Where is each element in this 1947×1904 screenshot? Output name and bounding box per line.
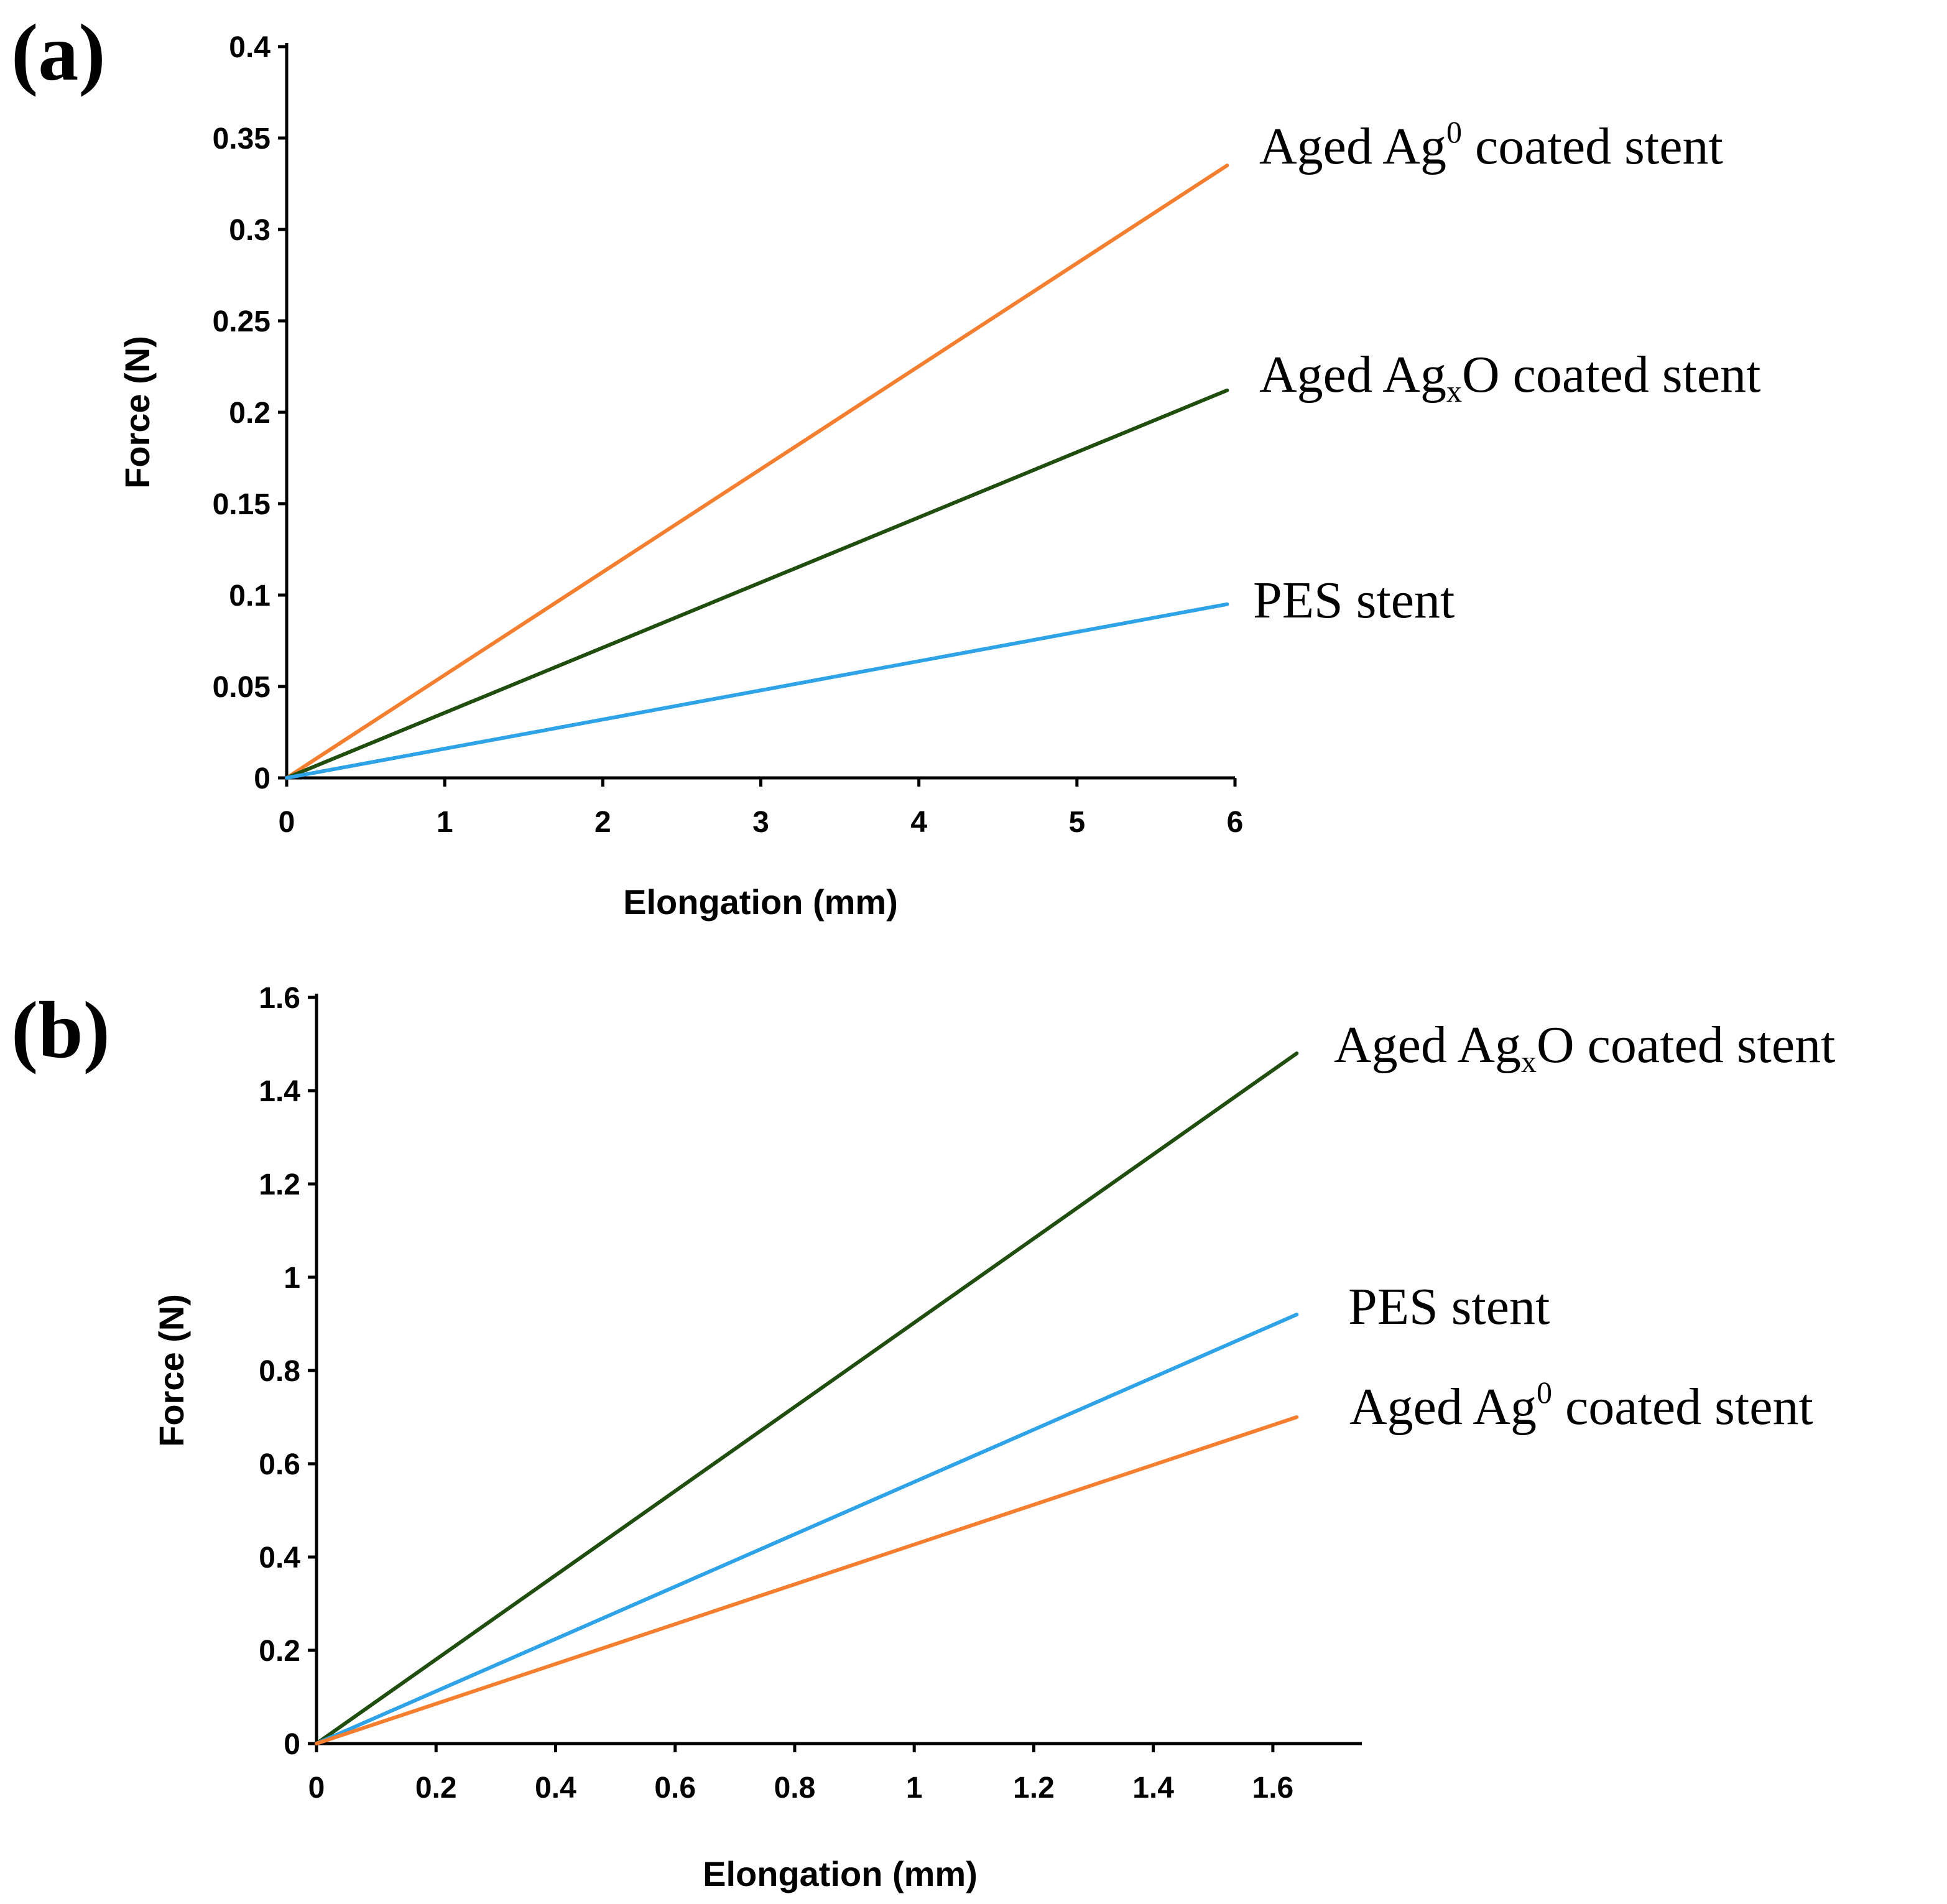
series-label-text: Aged Ag [1259, 346, 1446, 404]
y-tick-label: 0.3 [229, 214, 271, 247]
x-tick-label: 2 [594, 806, 611, 839]
y-axis-title: Force (N) [118, 336, 157, 489]
y-tick-label: 1.6 [259, 982, 300, 1015]
x-tick-label: 0.2 [415, 1772, 457, 1805]
x-tick-label: 0.4 [535, 1772, 576, 1805]
y-tick-label: 0.2 [259, 1635, 300, 1668]
y-tick-label: 0.8 [259, 1355, 300, 1388]
y-tick-label: 0.4 [259, 1541, 300, 1574]
x-tick-label: 3 [752, 806, 769, 839]
chart-panel-b: (b) 0 0.2 0.4 0.6 0.8 1 1.2 1.4 1.6 0 0.2 0.4 0.6 0.8 1… [11, 982, 1835, 1893]
chart-panel-a: (a) 0 0.05 0.1 0.15 0.2 0.25 0.3 0.35 0.4 0 1 2 3 4 5 6 E… [11, 8, 1760, 922]
series-line-aged-agxo-coated-stent [315, 1051, 1299, 1745]
y-tick-label: 0.05 [213, 671, 271, 704]
series-line-aged-agxo-coated-stent [285, 388, 1229, 780]
series-label-rest: O coated stent [1462, 346, 1761, 404]
x-tick-label: 1.6 [1252, 1772, 1294, 1805]
series-label-aged-ag0-coated-stent: Aged Ag0 coated stent [1349, 1375, 1813, 1436]
x-axis-title: Elongation (mm) [623, 882, 898, 922]
x-tick-label: 1 [906, 1772, 923, 1805]
series-label-aged-agxo-coated-stent: Aged AgxO coated stent [1334, 1016, 1835, 1079]
series-label-aged-agxo-coated-stent: Aged AgxO coated stent [1259, 346, 1760, 409]
x-tick-label: 5 [1068, 806, 1085, 839]
series-label-script: x [1446, 374, 1462, 409]
series-label-pes-stent: PES stent [1348, 1278, 1550, 1336]
series-line-aged-ag0-coated-stent [285, 164, 1229, 780]
series-line-aged-ag0-coated-stent [315, 1415, 1299, 1745]
y-tick-label: 1.2 [259, 1168, 300, 1201]
series-label-pes-stent: PES stent [1253, 571, 1454, 629]
x-tick-label: 1.4 [1132, 1772, 1174, 1805]
series-line-pes-stent [285, 602, 1229, 780]
x-tick-label: 6 [1227, 806, 1244, 839]
series-label-text: Aged Ag [1259, 118, 1446, 175]
x-tick-label: 0.8 [774, 1772, 816, 1805]
series-label-rest: coated stent [1552, 1378, 1813, 1436]
x-tick-label: 4 [910, 806, 927, 839]
series-label-script: 0 [1537, 1375, 1552, 1410]
y-tick-label: 1 [284, 1262, 300, 1295]
panel-label: (a) [11, 8, 106, 98]
y-tick-label: 0.15 [213, 488, 271, 521]
series-label-script: x [1521, 1044, 1537, 1079]
x-axis-title: Elongation (mm) [703, 1854, 978, 1893]
series-line-pes-stent [315, 1313, 1299, 1745]
y-tick-label: 0.1 [229, 580, 271, 612]
y-tick-label: 0.25 [213, 305, 271, 338]
x-tick-label: 0.6 [654, 1772, 696, 1805]
series-label-aged-ag0-coated-stent: Aged Ag0 coated stent [1259, 114, 1723, 175]
series-label-rest: coated stent [1462, 118, 1723, 175]
series-label-text: Aged Ag [1334, 1016, 1521, 1074]
series-label-text: Aged Ag [1349, 1378, 1537, 1436]
y-axis-title: Force (N) [152, 1294, 191, 1447]
series-label-text: PES stent [1253, 571, 1454, 629]
series-label-rest: O coated stent [1537, 1016, 1836, 1074]
y-tick-label: 0.6 [259, 1448, 300, 1481]
y-tick-label: 0.4 [229, 31, 271, 64]
y-tick-label: 0.2 [229, 397, 271, 430]
y-tick-label: 0 [254, 762, 271, 795]
x-tick-label: 0 [308, 1772, 325, 1805]
panel-label: (b) [11, 986, 110, 1075]
series-label-script: 0 [1446, 114, 1462, 149]
y-tick-label: 0.35 [213, 122, 271, 155]
y-tick-label: 0 [284, 1728, 300, 1761]
x-tick-label: 1 [437, 806, 453, 839]
series-label-text: PES stent [1348, 1278, 1550, 1336]
x-tick-label: 1.2 [1013, 1772, 1055, 1805]
x-tick-label: 0 [279, 806, 295, 839]
y-tick-label: 1.4 [259, 1075, 300, 1108]
